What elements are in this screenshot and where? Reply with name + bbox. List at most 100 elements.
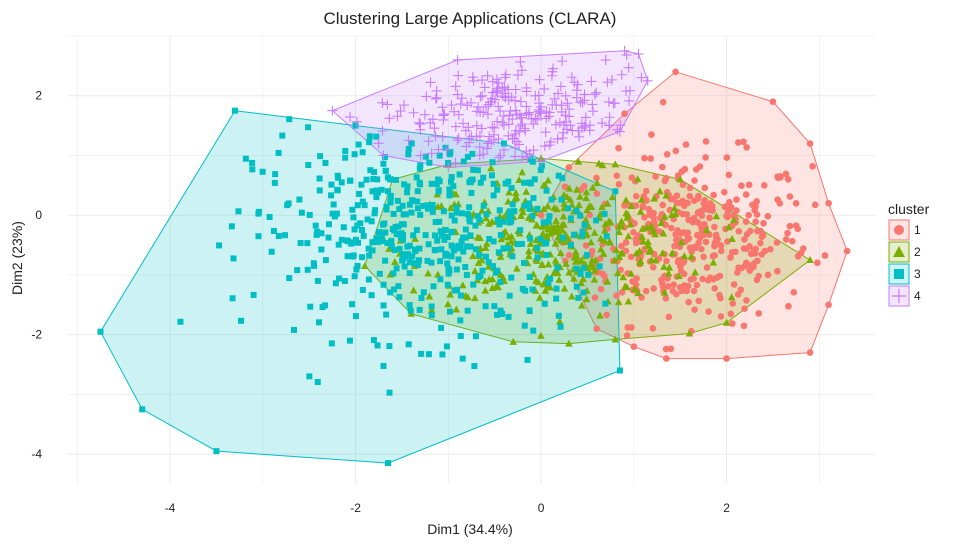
point-cluster-2 (582, 194, 590, 202)
point-cluster-4 (607, 74, 618, 85)
point-cluster-2 (526, 239, 535, 247)
point-cluster-2 (571, 248, 580, 256)
point-cluster-1 (650, 285, 658, 292)
point-cluster-3 (235, 208, 242, 215)
point-cluster-4 (642, 75, 653, 86)
point-cluster-3 (446, 186, 453, 193)
point-cluster-3 (457, 317, 464, 324)
point-cluster-1 (582, 242, 590, 249)
point-cluster-1 (622, 247, 630, 255)
point-cluster-3 (360, 232, 367, 239)
point-cluster-3 (390, 286, 397, 293)
point-cluster-2 (567, 292, 576, 300)
point-cluster-2 (638, 224, 647, 232)
point-cluster-3 (382, 167, 389, 174)
point-cluster-1 (649, 325, 657, 332)
point-cluster-3 (368, 292, 375, 299)
point-cluster-4 (545, 136, 556, 147)
point-cluster-2 (561, 237, 569, 245)
point-cluster-1 (729, 300, 737, 307)
point-cluster-3 (476, 252, 483, 259)
point-cluster-3 (382, 257, 389, 264)
point-cluster-2 (361, 261, 369, 269)
point-cluster-3 (433, 180, 440, 187)
point-cluster-4 (530, 113, 541, 124)
point-cluster-3 (414, 198, 421, 205)
point-cluster-1 (707, 200, 714, 207)
point-cluster-3 (462, 226, 469, 233)
point-cluster-4 (553, 88, 564, 99)
point-cluster-3 (413, 174, 420, 181)
legend-item-2: 2 (888, 241, 921, 263)
point-cluster-3 (482, 253, 489, 260)
point-cluster-1 (642, 287, 650, 295)
point-cluster-3 (420, 202, 427, 209)
point-cluster-1 (825, 301, 832, 309)
point-cluster-4 (483, 138, 494, 149)
point-cluster-1 (643, 187, 650, 195)
point-cluster-3 (490, 263, 497, 270)
point-cluster-4 (597, 118, 608, 129)
point-cluster-3 (387, 199, 394, 206)
point-cluster-3 (483, 211, 490, 218)
point-cluster-1 (774, 196, 781, 203)
point-cluster-4 (533, 106, 544, 117)
point-cluster-4 (392, 111, 403, 122)
point-cluster-3 (509, 253, 516, 260)
point-cluster-3 (249, 166, 256, 173)
point-cluster-3 (432, 232, 439, 239)
point-cluster-4 (452, 54, 463, 65)
point-cluster-2 (658, 249, 667, 257)
point-cluster-1 (730, 281, 738, 288)
cluster-hull-3 (99, 110, 621, 464)
point-cluster-1 (667, 345, 675, 353)
point-cluster-2 (596, 234, 605, 242)
point-cluster-3 (404, 189, 411, 196)
legend-marker-3 (894, 269, 904, 279)
point-cluster-4 (449, 106, 460, 117)
point-cluster-2 (631, 284, 639, 292)
point-cluster-4 (467, 72, 478, 83)
point-cluster-1 (725, 171, 733, 179)
point-cluster-2 (608, 193, 617, 201)
point-cluster-4 (539, 141, 550, 152)
point-cluster-2 (556, 317, 564, 325)
point-cluster-1 (704, 277, 712, 284)
point-cluster-2 (590, 228, 599, 236)
point-cluster-3 (425, 351, 432, 358)
point-cluster-2 (575, 200, 583, 208)
point-cluster-3 (374, 342, 381, 349)
point-cluster-3 (470, 166, 477, 173)
point-cluster-2 (638, 232, 646, 240)
point-cluster-3 (464, 153, 471, 160)
point-cluster-3 (439, 351, 446, 358)
point-cluster-2 (579, 275, 587, 283)
point-cluster-3 (270, 227, 277, 234)
point-cluster-3 (573, 207, 580, 214)
point-cluster-1 (743, 144, 750, 151)
point-cluster-4 (547, 66, 558, 77)
point-cluster-2 (611, 160, 620, 168)
point-cluster-2 (425, 292, 434, 300)
point-cluster-3 (545, 279, 552, 286)
point-cluster-1 (672, 68, 679, 76)
point-cluster-4 (521, 82, 532, 93)
point-cluster-2 (525, 252, 533, 260)
point-cluster-3 (349, 253, 356, 260)
point-cluster-4 (476, 123, 487, 134)
point-cluster-1 (743, 297, 750, 304)
point-cluster-1 (729, 320, 736, 327)
point-cluster-1 (659, 201, 667, 209)
point-cluster-3 (472, 246, 479, 253)
point-cluster-1 (641, 154, 648, 162)
point-cluster-3 (366, 139, 373, 146)
point-cluster-4 (522, 152, 533, 163)
point-cluster-3 (460, 158, 467, 165)
point-cluster-3 (271, 179, 278, 186)
point-cluster-2 (622, 196, 630, 204)
point-cluster-3 (340, 224, 347, 231)
point-cluster-1 (593, 174, 600, 182)
point-cluster-1 (746, 227, 754, 235)
point-cluster-2 (651, 230, 659, 238)
point-cluster-3 (443, 343, 450, 350)
